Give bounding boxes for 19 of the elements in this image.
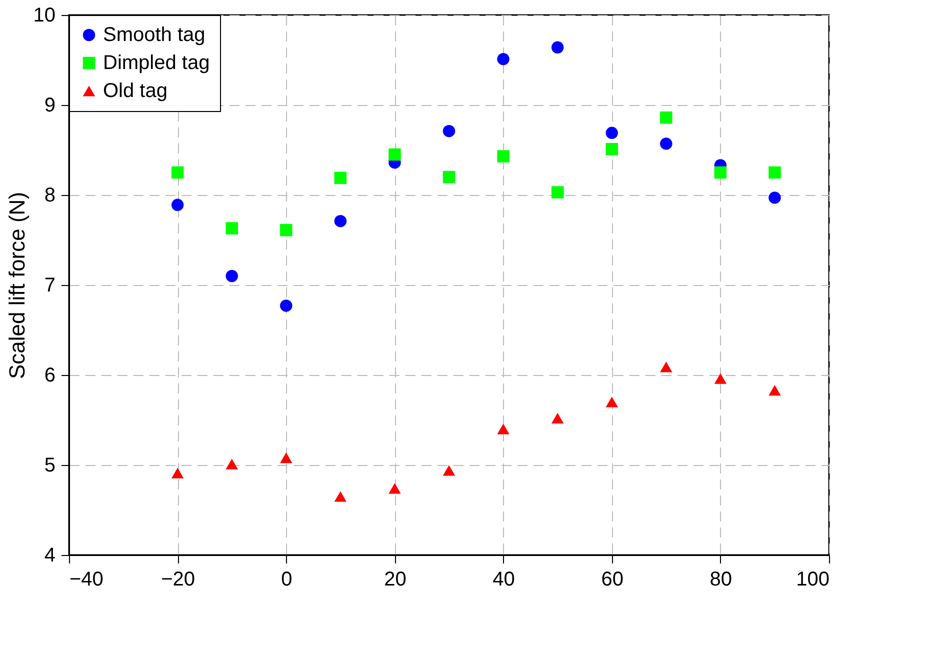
y-tick-label: 9 — [44, 94, 56, 116]
x-tick-label: −20 — [161, 568, 196, 590]
y-tick-label: 6 — [44, 364, 56, 386]
x-tick-label: 60 — [601, 568, 624, 590]
y-tick-label: 5 — [44, 454, 56, 476]
x-tick-label: 40 — [492, 568, 515, 590]
y-tick-label: 4 — [44, 544, 56, 566]
legend-label: Dimpled tag — [103, 52, 210, 74]
legend-label: Smooth tag — [103, 24, 206, 46]
y-axis-title: Scaled lift force (N) — [4, 192, 30, 380]
y-tick-label: 8 — [44, 184, 56, 206]
x-tick-label: 20 — [384, 568, 406, 590]
x-tick-label: −40 — [70, 568, 104, 590]
x-tick-label: 100 — [796, 568, 830, 590]
y-tick-label: 7 — [44, 274, 56, 296]
legend-label: Old tag — [103, 80, 168, 102]
y-tick-label: 10 — [33, 4, 56, 26]
x-tick-label: 0 — [281, 568, 292, 590]
x-tick-label: 80 — [710, 568, 732, 590]
